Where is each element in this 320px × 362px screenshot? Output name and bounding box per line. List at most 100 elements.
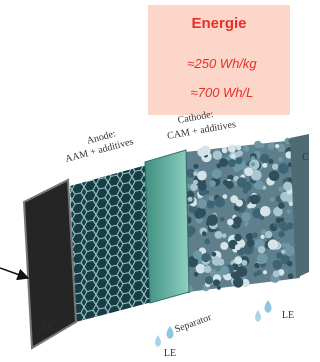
le-label: LE bbox=[282, 310, 294, 321]
particle bbox=[244, 222, 249, 227]
particle bbox=[233, 216, 242, 225]
particle bbox=[278, 223, 283, 228]
particle bbox=[215, 231, 223, 239]
particle bbox=[269, 171, 280, 182]
particle bbox=[263, 270, 267, 274]
particle bbox=[212, 169, 222, 179]
particle bbox=[212, 252, 217, 257]
particle bbox=[265, 231, 272, 238]
drop bbox=[265, 300, 272, 313]
particle bbox=[213, 279, 220, 286]
particle bbox=[202, 231, 207, 236]
particle bbox=[278, 157, 283, 162]
separator-plate bbox=[145, 150, 189, 303]
particle bbox=[228, 145, 236, 153]
particle bbox=[223, 194, 228, 199]
particle bbox=[234, 234, 242, 242]
particle bbox=[215, 197, 225, 207]
particle bbox=[250, 195, 260, 205]
particle bbox=[220, 266, 229, 275]
particle bbox=[287, 261, 293, 267]
particle bbox=[212, 256, 222, 266]
particle bbox=[246, 239, 254, 247]
particle bbox=[226, 181, 234, 189]
particle bbox=[278, 231, 285, 238]
particle bbox=[194, 210, 203, 219]
drop bbox=[167, 326, 174, 339]
particle bbox=[198, 182, 207, 191]
particle bbox=[268, 239, 278, 249]
particle bbox=[235, 157, 242, 164]
particle bbox=[242, 212, 251, 221]
particle bbox=[283, 182, 292, 191]
particle bbox=[268, 142, 275, 149]
particle bbox=[252, 233, 257, 238]
drop bbox=[255, 310, 261, 322]
particle bbox=[222, 148, 228, 154]
particle bbox=[286, 243, 291, 248]
energy-title: Energie bbox=[191, 15, 246, 32]
cc-label: CC bbox=[42, 322, 56, 333]
particle bbox=[278, 163, 289, 174]
particle bbox=[205, 276, 213, 284]
particle bbox=[278, 202, 285, 209]
particle bbox=[258, 246, 265, 253]
particle bbox=[257, 253, 268, 264]
particle bbox=[193, 164, 198, 169]
particle bbox=[213, 150, 222, 159]
diagram: Energie ≈250 Wh/kg ≈700 Wh/L Anode: AAM … bbox=[0, 0, 309, 362]
particle bbox=[243, 146, 249, 152]
particle bbox=[260, 154, 269, 163]
particle bbox=[222, 233, 227, 238]
particle bbox=[197, 171, 207, 181]
particle bbox=[288, 273, 294, 279]
particle bbox=[275, 144, 279, 148]
particle bbox=[217, 286, 221, 290]
drop bbox=[155, 335, 161, 347]
particle bbox=[235, 244, 241, 250]
particle bbox=[207, 215, 218, 226]
particle bbox=[242, 260, 248, 266]
particle bbox=[231, 154, 236, 159]
particle bbox=[260, 206, 271, 217]
particle bbox=[273, 260, 283, 270]
cathode-label: CAM + additives bbox=[166, 119, 236, 142]
particle bbox=[204, 265, 212, 273]
particle bbox=[228, 159, 236, 167]
energy-line: ≈700 Wh/L bbox=[191, 85, 254, 100]
particle bbox=[198, 199, 208, 209]
particle bbox=[193, 250, 202, 259]
particle bbox=[284, 245, 295, 256]
particle bbox=[193, 171, 198, 176]
particle bbox=[193, 180, 198, 185]
particle bbox=[272, 164, 278, 170]
particle bbox=[220, 242, 228, 250]
particle bbox=[254, 263, 260, 269]
particle bbox=[254, 141, 261, 148]
particle bbox=[236, 200, 243, 207]
particle bbox=[188, 197, 193, 202]
particle bbox=[273, 223, 277, 227]
particle bbox=[244, 167, 253, 176]
particle bbox=[281, 243, 286, 248]
particle bbox=[251, 162, 255, 166]
particle bbox=[232, 271, 241, 280]
edge-label: C bbox=[302, 152, 309, 163]
particle bbox=[289, 202, 293, 206]
particle bbox=[260, 235, 264, 239]
energy-line: ≈250 Wh/kg bbox=[187, 56, 257, 71]
particle bbox=[209, 180, 216, 187]
particle bbox=[281, 250, 285, 254]
particle bbox=[253, 272, 258, 277]
le-label: LE bbox=[164, 348, 176, 359]
arrow bbox=[0, 268, 28, 278]
particle bbox=[194, 272, 199, 277]
anode-mesh bbox=[70, 164, 152, 322]
particle bbox=[201, 253, 210, 262]
particle bbox=[273, 271, 280, 278]
particle bbox=[276, 217, 282, 223]
particle bbox=[197, 148, 206, 157]
particle bbox=[236, 145, 241, 150]
particle bbox=[206, 200, 215, 209]
particle bbox=[205, 239, 211, 245]
